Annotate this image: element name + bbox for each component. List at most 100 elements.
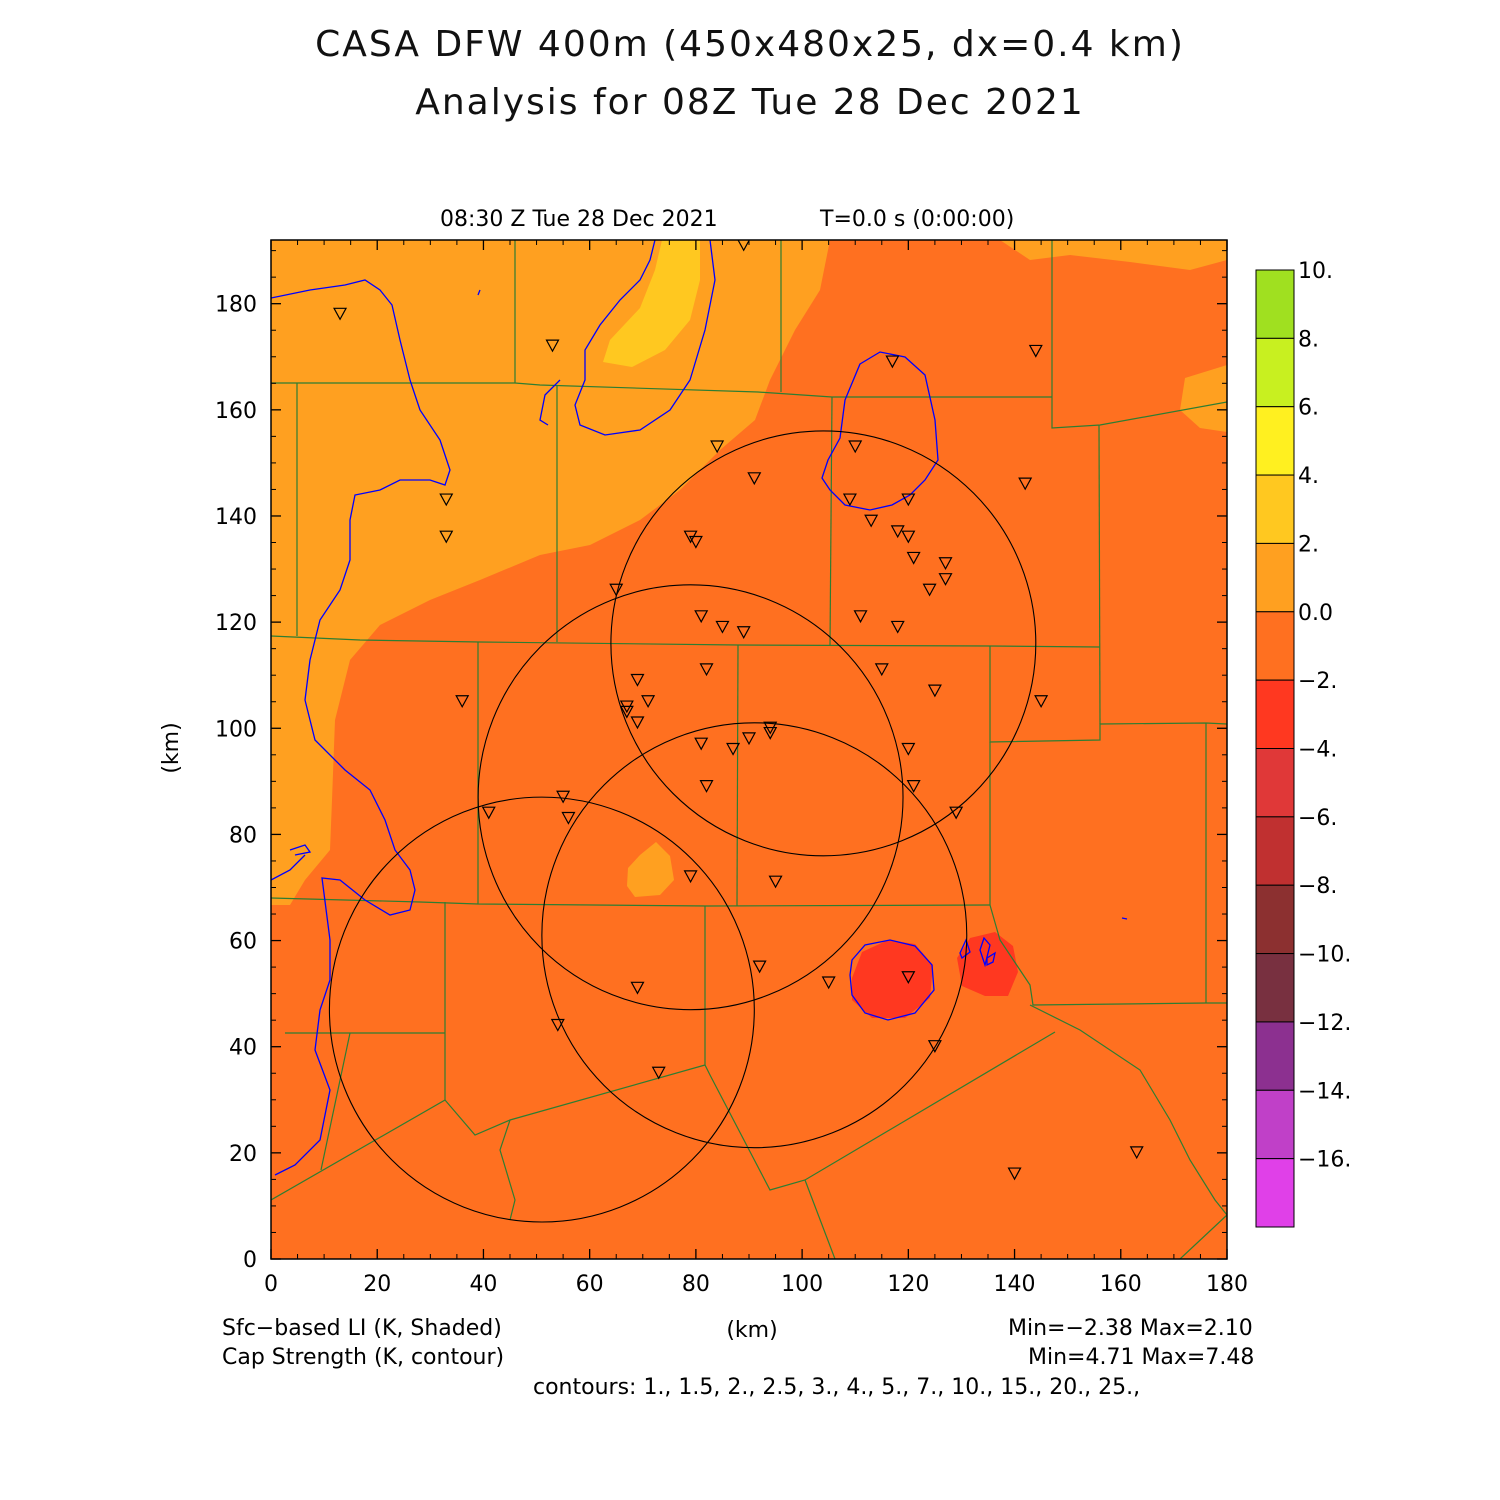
colorbar-label: 0.0 (1298, 601, 1333, 626)
station-marker (609, 583, 624, 597)
station-marker (1028, 344, 1043, 358)
station-marker (752, 960, 767, 974)
station-marker (630, 716, 645, 730)
station-marker (741, 732, 757, 746)
station-marker (737, 240, 750, 252)
field1-label: Sfc−based LI (K, Shaded) (222, 1316, 502, 1341)
li-negative-cell-1 (852, 940, 933, 1018)
colorbar-bin (1255, 474, 1295, 544)
colorbar-bin (1255, 1158, 1295, 1228)
cap-strength-contours (271, 240, 1128, 1176)
colorbar-label: −6. (1298, 806, 1337, 831)
colorbar-label: 2. (1298, 532, 1319, 557)
station-marker (938, 573, 953, 586)
station-marker (853, 610, 868, 624)
x-tick-label: 180 (1206, 1272, 1248, 1297)
colorbar-bin (1255, 269, 1295, 339)
station-marker (333, 307, 348, 321)
radar-range-rings (328, 430, 1037, 1223)
y-tick-label: 160 (215, 399, 257, 424)
y-tick-label: 40 (229, 1036, 257, 1061)
colorbar-label: 8. (1298, 327, 1319, 352)
station-marker (1007, 1167, 1022, 1181)
station-marker (726, 742, 741, 756)
colorbar-label: −4. (1298, 738, 1337, 763)
station-marker (842, 493, 857, 507)
y-tick-label: 0 (243, 1248, 257, 1273)
station-marker (683, 870, 698, 884)
station-marker (1034, 695, 1049, 708)
station-marker (901, 742, 916, 756)
forecast-time-label: T=0.0 s (0:00:00) (819, 207, 1014, 232)
colorbar: 10. 8. 6. 4. 2. 0.0 −2. −4. −6. −8. −10. −12. −14. −1… (1255, 259, 1351, 1228)
station-marker (922, 583, 937, 597)
colorbar-label: −8. (1298, 874, 1337, 899)
x-tick-label: 60 (576, 1272, 604, 1297)
colorbar-label: −10. (1298, 943, 1351, 968)
colorbar-label: 10. (1298, 259, 1333, 284)
radar-range-ring (610, 430, 1037, 857)
station-marker (763, 726, 778, 740)
station-marker (885, 355, 900, 369)
contour-levels: contours: 1., 1.5, 2., 2.5, 3., 4., 5., … (533, 1375, 1141, 1400)
station-marker (906, 780, 921, 793)
colorbar-label: −14. (1298, 1079, 1351, 1104)
station-marker (1018, 477, 1033, 491)
radar-range-ring (541, 722, 968, 1149)
y-tick-label: 100 (215, 717, 257, 742)
station-marker (550, 1018, 565, 1032)
field2-label: Cap Strength (K, contour) (222, 1345, 505, 1370)
station-marker (890, 525, 905, 539)
station-marker (906, 551, 921, 565)
colorbar-bin (1255, 679, 1295, 750)
station-marker (699, 780, 714, 793)
y-axis: 0 20 40 60 80 100 120 140 160 180 (215, 250, 1227, 1273)
title-line-2: Analysis for 08Z Tue 28 Dec 2021 (415, 82, 1085, 123)
station-marker (821, 976, 836, 990)
li-high-region (603, 240, 700, 367)
radar-range-ring (477, 584, 904, 1011)
li-positive-region-east (1180, 365, 1227, 432)
y-tick-label: 120 (215, 611, 257, 636)
plot-area (271, 240, 1227, 1259)
station-marker (1129, 1146, 1144, 1160)
station-marker (630, 981, 645, 995)
station-marker (901, 530, 916, 544)
colorbar-label: −2. (1298, 669, 1337, 694)
station-marker (938, 557, 953, 570)
colorbar-bin (1255, 1021, 1295, 1091)
station-marker (949, 806, 964, 820)
valid-time-label: 08:30 Z Tue 28 Dec 2021 (440, 207, 718, 232)
colorbar-bin (1255, 953, 1295, 1023)
colorbar-bin (1255, 884, 1295, 955)
station-marker (890, 620, 905, 634)
station-marker (651, 1066, 666, 1080)
x-tick-label: 100 (781, 1272, 823, 1297)
y-tick-label: 140 (215, 505, 257, 530)
station-marker (688, 535, 703, 549)
y-axis-label: (km) (159, 722, 184, 773)
station-marker (901, 493, 916, 507)
x-axis: 0 20 40 60 80 100 120 140 160 180 (264, 240, 1248, 1297)
y-tick-label: 60 (229, 930, 257, 955)
station-marker (619, 705, 634, 719)
colorbar-label: 4. (1298, 464, 1319, 489)
colorbar-bin (1255, 816, 1295, 886)
colorbar-bin (1255, 406, 1295, 476)
colorbar-label: −16. (1298, 1148, 1351, 1173)
radar-range-ring (328, 796, 755, 1223)
observation-stations (333, 240, 1144, 1181)
colorbar-bin (1255, 542, 1295, 613)
y-tick-label: 180 (215, 293, 257, 318)
station-marker (694, 737, 709, 751)
county-boundaries (271, 240, 1227, 1259)
li-positive-region-ne (1000, 240, 1227, 270)
x-tick-label: 80 (682, 1272, 710, 1297)
x-axis-label: (km) (726, 1318, 777, 1343)
station-marker (641, 695, 656, 708)
station-marker (561, 811, 576, 825)
station-marker (439, 493, 454, 507)
station-marker (747, 472, 762, 486)
x-tick-label: 0 (264, 1272, 278, 1297)
